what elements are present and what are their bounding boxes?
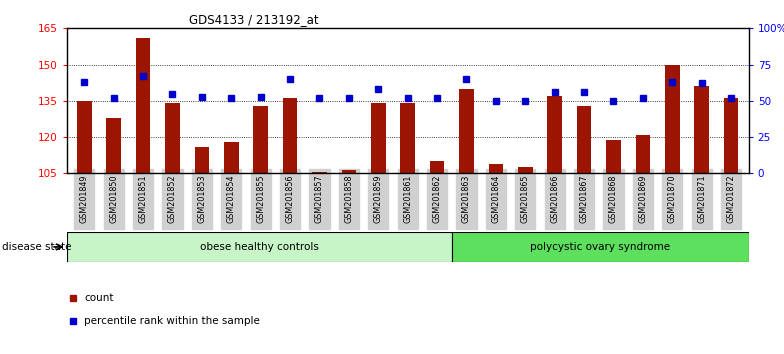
- Bar: [253, 106, 268, 173]
- Text: percentile rank within the sample: percentile rank within the sample: [85, 316, 260, 326]
- Bar: [577, 106, 591, 173]
- Bar: [636, 135, 650, 173]
- Bar: [107, 118, 121, 173]
- Bar: [342, 170, 356, 173]
- Text: GDS4133 / 213192_at: GDS4133 / 213192_at: [190, 13, 319, 26]
- Bar: [77, 101, 92, 173]
- Bar: [312, 172, 327, 173]
- Bar: [194, 147, 209, 173]
- Bar: [136, 38, 151, 173]
- Bar: [401, 103, 415, 173]
- Bar: [67, 232, 452, 262]
- Bar: [488, 164, 503, 173]
- Text: obese healthy controls: obese healthy controls: [200, 242, 319, 252]
- Bar: [695, 86, 709, 173]
- Bar: [459, 89, 474, 173]
- Bar: [452, 232, 749, 262]
- Bar: [665, 65, 680, 173]
- Text: polycystic ovary syndrome: polycystic ovary syndrome: [531, 242, 670, 252]
- Bar: [606, 139, 621, 173]
- Bar: [283, 98, 297, 173]
- Bar: [518, 167, 532, 173]
- Bar: [430, 161, 445, 173]
- Bar: [371, 103, 386, 173]
- Bar: [224, 142, 238, 173]
- Bar: [724, 98, 739, 173]
- Bar: [165, 103, 180, 173]
- Bar: [547, 96, 562, 173]
- Text: disease state: disease state: [2, 242, 72, 252]
- Text: count: count: [85, 293, 114, 303]
